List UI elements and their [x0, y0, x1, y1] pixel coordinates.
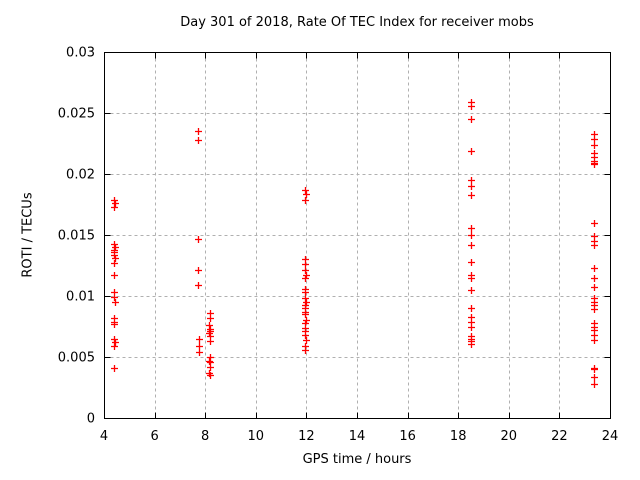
- x-tick-label: 14: [349, 429, 366, 444]
- y-tick-label: 0.02: [66, 168, 95, 183]
- x-tick-label: 16: [399, 429, 416, 444]
- y-tick-label: 0.01: [66, 290, 95, 305]
- x-tick-label: 10: [248, 429, 265, 444]
- y-tick-label: 0.005: [58, 351, 95, 366]
- chart-title: Day 301 of 2018, Rate Of TEC Index for r…: [180, 15, 534, 30]
- scatter-points: [111, 99, 598, 388]
- x-tick-label: 6: [150, 429, 158, 444]
- y-tick-label: 0.025: [58, 107, 95, 122]
- x-axis-label: GPS time / hours: [302, 452, 412, 467]
- y-tick-label: 0.015: [58, 229, 95, 244]
- x-tick-label: 4: [100, 429, 108, 444]
- y-tick-label: 0.03: [66, 46, 95, 61]
- x-tick-label: 18: [450, 429, 467, 444]
- x-tick-label: 8: [201, 429, 209, 444]
- x-tick-label: 12: [298, 429, 315, 444]
- y-tick-label: 0: [87, 412, 95, 427]
- x-tick-label: 24: [602, 429, 619, 444]
- x-tick-label: 20: [501, 429, 518, 444]
- x-tick-label: 22: [551, 429, 568, 444]
